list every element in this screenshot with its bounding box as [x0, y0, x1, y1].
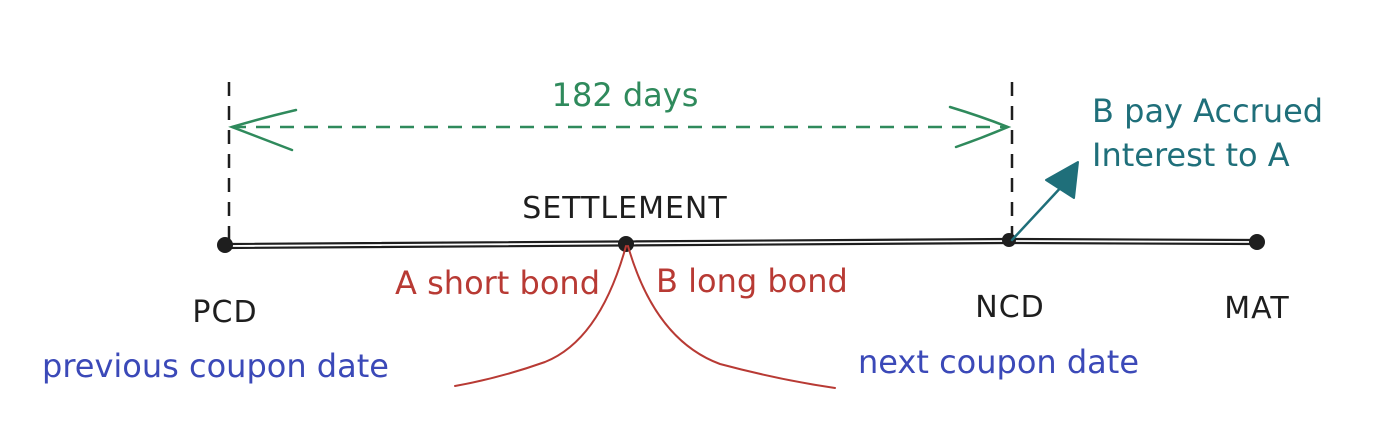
pcd-label: PCD	[192, 295, 257, 330]
pcd-point	[217, 237, 233, 253]
pcd-description: previous coupon date	[42, 347, 389, 385]
accrued-note-line1: B pay Accrued	[1092, 92, 1323, 130]
settlement-split-curves	[454, 245, 836, 389]
span-arrow	[228, 105, 1012, 152]
short-bond-label: A short bond	[395, 264, 600, 302]
span-label: 182 days	[552, 76, 699, 114]
mat-point	[1249, 234, 1265, 250]
mat-label: MAT	[1224, 291, 1289, 326]
settlement-point	[618, 236, 634, 252]
accrued-note-line2: Interest to A	[1092, 136, 1290, 174]
long-bond-label: B long bond	[656, 262, 848, 300]
ncd-description: next coupon date	[858, 343, 1139, 381]
timeline-line	[224, 237, 1258, 250]
ncd-point	[1002, 233, 1016, 247]
accrued-interest-arrow	[1010, 161, 1079, 242]
settlement-label: SETTLEMENT	[522, 191, 727, 226]
ncd-label: NCD	[975, 290, 1045, 325]
